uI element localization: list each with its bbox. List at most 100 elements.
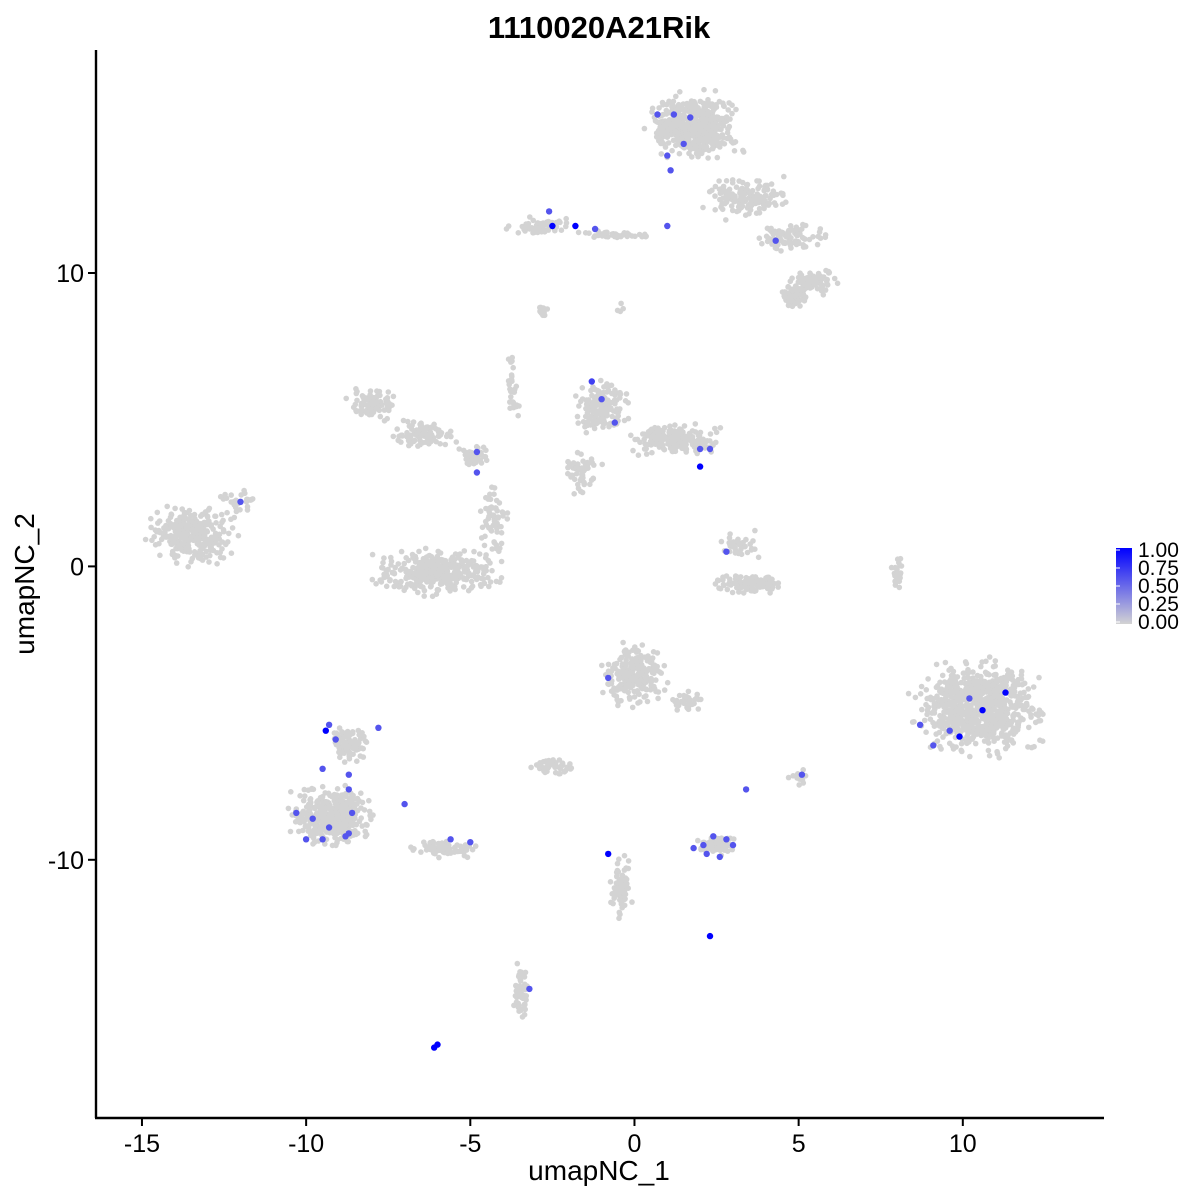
background-cell-point [575,420,581,426]
background-cell-point [717,425,724,431]
background-cell-point [729,539,736,546]
background-cell-point [328,808,334,815]
background-cell-point [581,480,587,487]
background-cell-point [620,639,626,646]
background-cell-point [491,518,498,525]
background-cell-point [788,245,794,251]
background-cell-point [199,545,206,552]
background-cell-point [634,647,640,654]
background-cell-point [307,797,313,803]
expressed-cell-point [605,850,612,858]
y-tick-label: 0 [70,553,84,581]
background-cell-point [548,761,554,768]
background-cell-point [331,820,338,826]
background-cell-point [388,558,395,565]
expressed-cell-point [591,225,599,233]
background-cell-point [418,849,424,855]
background-cell-point [360,745,367,752]
background-cell-point [301,786,308,793]
background-cell-point [573,393,579,399]
expressed-cell-point [956,733,963,740]
background-cell-point [429,845,435,851]
background-cell-point [519,1014,526,1020]
background-cell-point [325,816,332,823]
background-cell-point [651,662,658,668]
background-cell-point [794,232,801,238]
expressed-cell-point [549,222,556,230]
background-cell-point [974,701,981,707]
background-cell-point [461,548,468,554]
background-cell-point [1025,694,1031,701]
background-cell-point [504,510,511,516]
background-cell-point [349,730,356,737]
background-cell-point [917,691,924,697]
background-cell-point [507,405,513,412]
background-cell-point [1025,744,1031,750]
background-cell-point [991,672,997,678]
background-cell-point [1008,720,1015,726]
background-cell-point [479,524,486,531]
background-cell-point [736,178,742,184]
background-cell-point [359,730,365,736]
background-cell-point [641,125,648,132]
background-cell-point [366,797,372,804]
background-cell-point [686,150,692,157]
background-cell-point [616,915,622,922]
background-cell-point [723,114,730,120]
background-cell-point [359,799,366,806]
background-cell-point [487,579,494,585]
background-cell-point [415,443,421,449]
background-cell-point [148,515,154,522]
background-cell-point [617,656,623,663]
expressed-cell-point [690,844,697,852]
background-cell-point [618,300,624,307]
background-cell-point [975,725,981,732]
background-cell-point [810,234,816,240]
background-cell-point [519,984,526,991]
background-cell-point [789,287,795,293]
background-cell-point [303,804,310,810]
background-cell-point [578,451,584,458]
background-cell-point [661,662,668,669]
expressed-cell-point [966,695,973,702]
background-cell-point [930,719,936,726]
background-cell-point [729,589,736,596]
background-cell-point [825,268,832,275]
expressed-cell-point [473,469,481,476]
background-cell-point [226,530,232,537]
background-cell-point [487,526,494,533]
background-cell-point [718,115,725,122]
background-cell-point [339,814,346,821]
background-cell-point [728,138,735,145]
background-cell-point [706,188,713,195]
background-cell-point [490,512,497,518]
background-cell-point [677,426,683,432]
background-cell-point [390,433,397,440]
background-cell-point [764,574,770,581]
background-cell-point [705,155,711,161]
x-axis-ticks: -15 -10 -5 0 5 10 [124,1118,977,1158]
background-cell-point [614,671,620,677]
background-cell-point [173,560,180,566]
background-cell-point [834,280,841,287]
background-cell-point [672,445,679,452]
background-cell-point [346,817,353,823]
expressed-cell-point [706,932,714,940]
background-cell-point [618,697,624,704]
background-cell-point [574,413,581,420]
background-cell-point [923,729,929,735]
background-cell-point [637,439,643,446]
background-cell-point [905,690,912,697]
background-cell-point [737,549,743,555]
background-cell-point [1023,700,1030,707]
background-cell-point [480,453,487,460]
background-cell-point [571,491,577,497]
background-cell-point [494,508,501,514]
background-cell-point [635,665,641,672]
background-cell-point [676,150,683,157]
background-cell-point [504,516,511,522]
background-cell-point [1007,675,1014,682]
background-cell-point [197,555,204,562]
background-cell-point [753,587,759,594]
background-cell-point [1018,672,1025,678]
